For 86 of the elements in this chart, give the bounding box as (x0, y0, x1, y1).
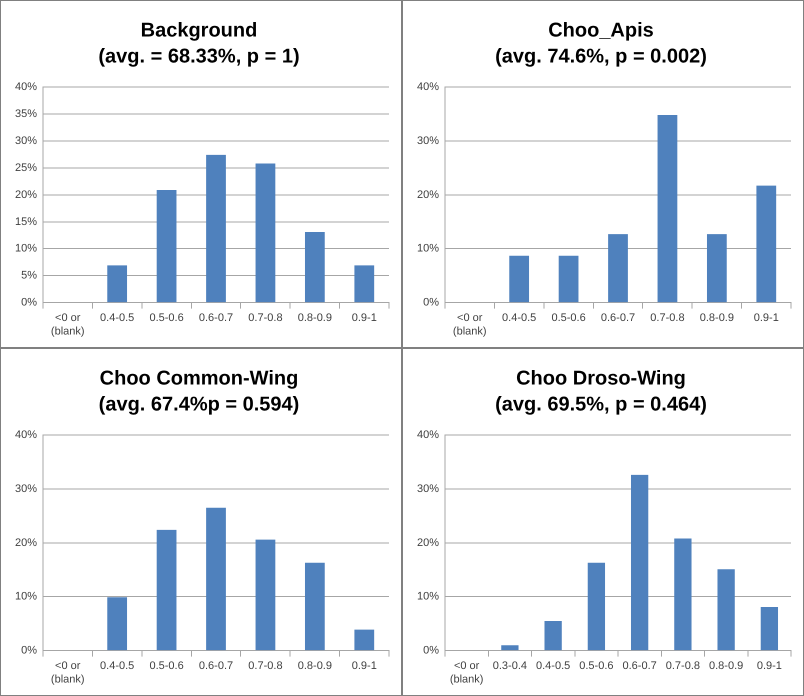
bar (256, 540, 276, 650)
bar (501, 645, 519, 650)
x-tick-label: 0.9-1 (756, 660, 782, 672)
y-tick-label: 10% (14, 242, 38, 255)
bar (717, 569, 735, 650)
bar (509, 256, 530, 302)
y-tick-label: 10% (14, 590, 38, 603)
y-tick-label: 0% (21, 644, 38, 657)
x-tick-label: 0.6-0.7 (198, 660, 234, 672)
bar (558, 256, 578, 302)
y-tick-label: 20% (14, 536, 38, 549)
bar (107, 597, 128, 650)
bar (156, 190, 176, 302)
chart-subtitle: (avg. = 68.33%, p = 1) (98, 46, 300, 68)
bar (756, 186, 776, 302)
chart-subtitle: (avg. 67.4%p = 0.594) (98, 394, 300, 416)
bar (674, 538, 692, 650)
x-tick-label: 0.5-0.6 (149, 312, 184, 324)
x-tick-label: 0.7-0.8 (248, 660, 283, 672)
bar (304, 562, 325, 650)
bar (658, 115, 678, 302)
x-tick-label: 0.5-0.6 (551, 312, 586, 324)
x-tick-label: 0.8-0.9 (700, 312, 734, 324)
chart-subtitle: (avg. 69.5%, p = 0.464) (495, 394, 707, 416)
x-tick-label: 0.9-1 (352, 312, 377, 324)
y-tick-label: 40% (14, 429, 38, 442)
chart-title: Background (140, 20, 258, 42)
y-tick-label: 40% (416, 429, 440, 442)
y-tick-label: 15% (14, 216, 38, 228)
x-tick-label: 0.6-0.7 (600, 312, 636, 324)
chart-subtitle: (avg. 74.6%, p = 0.002) (495, 46, 707, 68)
y-tick-label: 20% (416, 536, 440, 549)
y-tick-label: 0% (21, 296, 38, 309)
x-tick-label: 0.5-0.6 (149, 660, 184, 672)
bar (630, 474, 648, 650)
x-tick-label: 0.7-0.8 (248, 312, 283, 324)
bar (760, 606, 778, 650)
y-tick-label: 25% (14, 162, 38, 174)
x-tick-label: 0.5-0.6 (579, 660, 614, 672)
y-tick-label: 40% (416, 81, 440, 94)
bar (156, 530, 176, 650)
x-tick-label: 0.7-0.8 (666, 660, 700, 672)
chart-title: Choo Common-Wing (100, 368, 298, 390)
x-tick-label: 0.7-0.8 (650, 312, 685, 324)
bar (354, 265, 374, 302)
x-tick-label: 0.8-0.9 (709, 660, 744, 672)
x-tick-label: 0.4-0.5 (502, 312, 536, 324)
y-tick-label: 40% (14, 81, 38, 94)
x-tick-label: 0.4-0.5 (100, 660, 134, 672)
x-tick-label: 0.6-0.7 (622, 660, 657, 672)
y-tick-label: 30% (14, 482, 38, 495)
chart-title: Choo Droso-Wing (516, 368, 686, 390)
x-tick-label: 0.9-1 (754, 312, 779, 324)
x-tick-label: 0.9-1 (352, 660, 377, 672)
x-tick-label: 0.6-0.7 (198, 312, 234, 324)
bar (354, 630, 374, 650)
y-tick-label: 20% (416, 188, 440, 201)
y-tick-label: 20% (14, 188, 38, 201)
y-tick-label: 10% (416, 590, 440, 603)
bar (588, 562, 606, 650)
bar (706, 234, 727, 302)
x-tick-label: <0 or (blank) (50, 660, 85, 686)
y-tick-label: 5% (21, 270, 38, 282)
bar (107, 265, 128, 302)
y-tick-label: 30% (416, 482, 440, 495)
bar (256, 164, 276, 302)
bar (206, 508, 226, 650)
x-tick-label: <0 or (blank) (452, 312, 487, 338)
x-tick-label: 0.3-0.4 (492, 660, 528, 672)
bar (544, 620, 562, 650)
chart-title: Choo_Apis (548, 20, 654, 42)
bar (608, 234, 628, 302)
x-tick-label: <0 or (blank) (50, 312, 85, 338)
bar (304, 232, 325, 302)
y-tick-label: 0% (423, 644, 440, 657)
y-tick-label: 35% (14, 108, 38, 120)
y-tick-label: 30% (14, 134, 38, 147)
x-tick-label: 0.4-0.5 (100, 312, 134, 324)
y-tick-label: 0% (423, 296, 440, 309)
x-tick-label: 0.8-0.9 (298, 312, 332, 324)
x-tick-label: 0.4-0.5 (536, 660, 570, 672)
bar (206, 154, 226, 302)
y-tick-label: 30% (416, 134, 440, 147)
y-tick-label: 10% (416, 242, 440, 255)
x-tick-label: <0 or (blank) (450, 660, 484, 686)
x-tick-label: 0.8-0.9 (298, 660, 332, 672)
